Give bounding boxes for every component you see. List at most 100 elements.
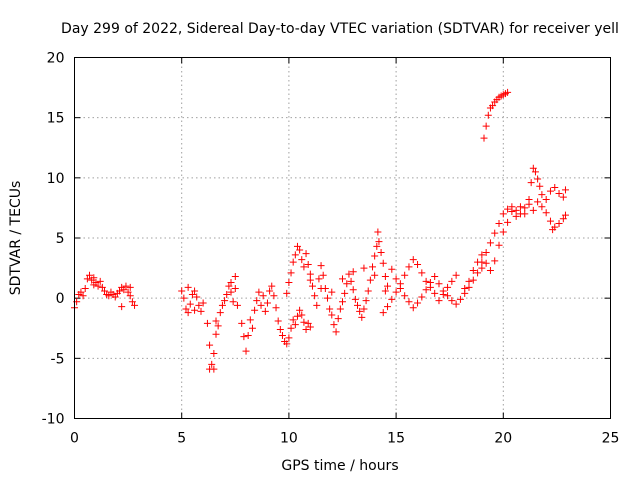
- data-point-plus: [315, 275, 323, 283]
- x-tick-label: 0: [70, 431, 79, 447]
- data-point-plus: [536, 182, 544, 190]
- data-point-plus: [248, 324, 256, 332]
- data-point-plus: [377, 248, 385, 256]
- data-point-plus: [504, 205, 512, 213]
- data-point-plus: [525, 200, 533, 208]
- data-point-plus: [233, 301, 241, 309]
- data-point-plus: [122, 282, 130, 290]
- data-point-plus: [287, 269, 295, 277]
- data-point-plus: [120, 286, 128, 294]
- data-point-plus: [283, 289, 291, 297]
- data-point-plus: [278, 331, 286, 339]
- data-point-plus: [495, 241, 503, 249]
- data-point-plus: [203, 319, 211, 327]
- data-point-plus: [448, 297, 456, 305]
- data-point-plus: [302, 325, 310, 333]
- data-point-plus: [542, 195, 550, 203]
- data-point-plus: [291, 321, 299, 329]
- data-point-plus: [469, 276, 477, 284]
- data-point-plus: [298, 256, 306, 264]
- data-point-plus: [439, 287, 447, 295]
- data-point-plus: [414, 299, 422, 307]
- data-point-plus: [482, 122, 490, 130]
- data-point-plus: [296, 306, 304, 314]
- data-point-plus: [79, 292, 87, 300]
- data-point-plus: [529, 164, 537, 172]
- data-point-plus: [118, 303, 126, 311]
- y-axis-title: SDTVAR / TECUs: [8, 181, 24, 296]
- data-point-plus: [469, 266, 477, 274]
- data-point-plus: [384, 282, 392, 290]
- data-point-plus: [178, 287, 186, 295]
- data-point-plus: [253, 297, 261, 305]
- data-point-plus: [306, 270, 314, 278]
- data-point-plus: [212, 317, 220, 325]
- data-point-plus: [231, 285, 239, 293]
- data-point-plus: [242, 347, 250, 355]
- data-point-plus: [373, 242, 381, 250]
- data-point-plus: [182, 305, 190, 313]
- data-point-plus: [308, 282, 316, 290]
- chart-title: Day 299 of 2022, Sidereal Day-to-day VTE…: [61, 21, 619, 37]
- y-tick-label: -10: [42, 412, 65, 428]
- data-point-plus: [512, 212, 520, 220]
- x-tick-label: 15: [387, 431, 405, 447]
- data-point-plus: [444, 292, 452, 300]
- data-point-plus: [431, 289, 439, 297]
- data-point-plus: [534, 175, 542, 183]
- data-point-plus: [409, 304, 417, 312]
- data-point-plus: [328, 288, 336, 296]
- data-point-plus: [347, 277, 355, 285]
- data-point-plus: [384, 303, 392, 311]
- data-point-plus: [300, 318, 308, 326]
- data-point-plus: [546, 187, 554, 195]
- data-point-plus: [551, 183, 559, 191]
- data-point-plus: [396, 285, 404, 293]
- data-point-plus: [184, 309, 192, 317]
- data-point-plus: [366, 276, 374, 284]
- y-tick-label: 10: [47, 171, 65, 187]
- data-point-plus: [478, 264, 486, 272]
- data-point-plus: [456, 295, 464, 303]
- data-point-plus: [371, 271, 379, 279]
- data-point-plus: [272, 304, 280, 312]
- data-point-plus: [298, 311, 306, 319]
- data-point-plus: [356, 307, 364, 315]
- data-point-plus: [257, 301, 265, 309]
- data-point-plus: [126, 283, 134, 291]
- data-point-plus: [128, 298, 136, 306]
- data-point-plus: [293, 242, 301, 250]
- data-point-plus: [491, 257, 499, 265]
- data-point-plus: [435, 280, 443, 288]
- data-point-plus: [551, 223, 559, 231]
- data-point-plus: [131, 301, 139, 309]
- data-point-plus: [96, 277, 104, 285]
- data-point-plus: [276, 325, 284, 333]
- data-point-plus: [542, 209, 550, 217]
- data-point-plus: [499, 210, 507, 218]
- y-tick-label: 5: [56, 231, 65, 247]
- data-point-plus: [319, 271, 327, 279]
- data-point-plus: [360, 305, 368, 313]
- y-tick-label: 15: [47, 111, 65, 127]
- data-point-plus: [360, 264, 368, 272]
- data-point-plus: [186, 300, 194, 308]
- data-point-plus: [512, 206, 520, 214]
- data-point-plus: [448, 277, 456, 285]
- data-point-plus: [268, 282, 276, 290]
- data-point-plus: [259, 292, 267, 300]
- data-point-plus: [283, 340, 291, 348]
- x-tick-label: 20: [494, 431, 512, 447]
- gridlines: [74, 57, 611, 419]
- data-point-plus: [285, 279, 293, 287]
- data-point-plus: [323, 294, 331, 302]
- data-point-plus: [77, 288, 85, 296]
- data-point-plus: [555, 189, 563, 197]
- data-point-plus: [300, 263, 308, 271]
- data-point-plus: [317, 262, 325, 270]
- data-point-plus: [304, 260, 312, 268]
- data-point-plus: [206, 365, 214, 373]
- data-point-plus: [90, 281, 98, 289]
- data-point-plus: [330, 321, 338, 329]
